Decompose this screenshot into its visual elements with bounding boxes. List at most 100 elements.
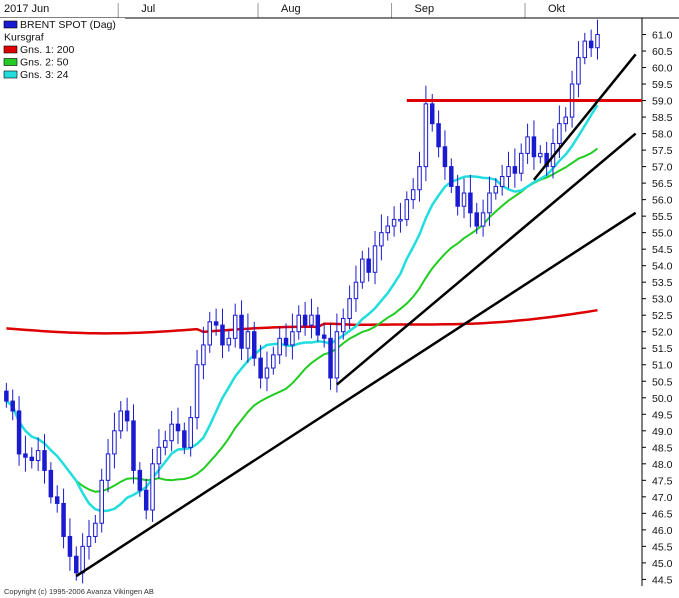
- candle: [334, 313, 340, 393]
- candle: [271, 346, 276, 375]
- candle-body: [150, 463, 155, 511]
- candle-body: [315, 314, 321, 336]
- y-tick-label: 54.0: [652, 261, 673, 273]
- candle: [137, 462, 143, 497]
- candle-body: [182, 430, 187, 448]
- candle: [296, 305, 302, 340]
- candle: [480, 199, 486, 237]
- ma200-line: [6, 308, 598, 335]
- candle: [112, 412, 117, 469]
- candle: [258, 344, 263, 389]
- candle: [321, 323, 327, 348]
- candle-body: [563, 116, 568, 125]
- candle: [220, 308, 225, 359]
- candle: [48, 462, 54, 504]
- candle-body: [4, 390, 9, 402]
- candle-body: [124, 410, 130, 422]
- candle-body: [239, 314, 244, 349]
- candle: [538, 145, 543, 164]
- candle-body: [93, 522, 98, 537]
- candle: [131, 404, 136, 484]
- legend-box: [0, 18, 125, 86]
- y-tick-label: 55.5: [652, 211, 673, 223]
- candle-body: [201, 344, 206, 366]
- overlays: [75, 53, 642, 578]
- y-tick-label: 47.0: [652, 492, 673, 504]
- candle-body: [283, 337, 289, 346]
- candle-body: [86, 535, 92, 547]
- candle-body: [379, 232, 384, 247]
- y-tick-label: 52.5: [652, 310, 673, 322]
- candle: [232, 303, 238, 348]
- candle: [525, 123, 530, 164]
- y-tick-label: 54.5: [652, 244, 673, 256]
- candle: [563, 107, 568, 132]
- candle-body: [302, 314, 308, 326]
- candle: [10, 389, 15, 421]
- y-tick-label: 49.5: [652, 409, 673, 421]
- candle-body: [143, 489, 149, 511]
- candle: [588, 29, 594, 57]
- candle-body: [391, 218, 397, 227]
- candle-body: [29, 456, 35, 462]
- candle: [372, 231, 378, 285]
- candle-body: [525, 136, 530, 154]
- y-tick-label: 58.0: [652, 129, 673, 141]
- candle: [518, 143, 524, 182]
- candle: [169, 410, 174, 452]
- candle: [595, 19, 600, 60]
- y-tick-label: 53.0: [652, 294, 673, 306]
- candle-body: [258, 357, 263, 379]
- trendline: [336, 132, 637, 386]
- y-tick-label: 57.5: [652, 145, 673, 157]
- candle: [360, 250, 365, 289]
- candle: [99, 468, 104, 533]
- candle-body: [328, 337, 333, 379]
- y-tick-label: 50.0: [652, 393, 673, 405]
- candle: [290, 313, 295, 360]
- candle-body: [487, 192, 492, 214]
- candle: [309, 298, 314, 339]
- candle: [188, 406, 193, 457]
- candle: [442, 130, 448, 180]
- legend-label: Gns. 3: 24: [20, 69, 69, 81]
- candle-body: [468, 192, 473, 214]
- candle-body: [271, 354, 276, 369]
- candle: [404, 191, 410, 227]
- candle-body: [163, 440, 168, 448]
- candle-body: [576, 57, 581, 85]
- candle: [245, 313, 251, 363]
- month-label: Okt: [548, 3, 565, 15]
- candle-body: [449, 166, 454, 187]
- candle-body: [442, 146, 448, 168]
- candle-body: [16, 410, 22, 455]
- candle: [455, 174, 460, 216]
- candle-body: [347, 298, 352, 320]
- candle: [506, 151, 511, 189]
- candle: [436, 110, 441, 158]
- candle-body: [226, 337, 232, 346]
- candle-body: [512, 166, 518, 174]
- candle: [277, 326, 282, 365]
- candle: [156, 429, 162, 479]
- candle: [118, 401, 124, 439]
- candle-body: [99, 479, 104, 524]
- candle-body: [366, 258, 371, 273]
- candle: [150, 448, 155, 522]
- candle: [328, 323, 333, 390]
- candle: [105, 439, 111, 493]
- candle: [252, 321, 257, 367]
- candle: [353, 265, 359, 312]
- y-tick-label: 50.5: [652, 376, 673, 388]
- y-tick-label: 51.5: [652, 343, 673, 355]
- y-tick-label: 57.0: [652, 162, 673, 174]
- legend-swatch: [3, 20, 18, 29]
- candle: [474, 202, 479, 234]
- candle: [385, 216, 390, 241]
- candle-body: [67, 535, 73, 557]
- candle: [315, 306, 321, 342]
- y-tick-label: 53.5: [652, 277, 673, 289]
- y-axis: 44.5 45.0 45.5 46.0 46.5 47.0 47.5 48.0 48.5 49.0…: [642, 30, 673, 586]
- candle: [143, 478, 149, 520]
